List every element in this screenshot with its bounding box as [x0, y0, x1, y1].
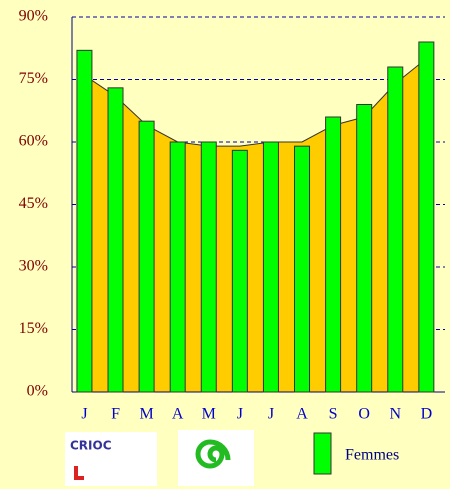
bar — [231, 149, 248, 393]
x-tick-label: O — [358, 406, 370, 423]
bar — [294, 145, 311, 393]
y-tick-label: 90% — [19, 8, 48, 25]
y-tick-label: 75% — [19, 70, 48, 87]
y-tick-label: 0% — [27, 383, 48, 400]
x-tick-label: S — [329, 406, 338, 423]
bar — [356, 104, 373, 393]
x-tick-label: A — [296, 406, 308, 423]
x-tick-label: N — [389, 406, 401, 423]
y-tick-label: 45% — [19, 195, 48, 212]
bar — [325, 116, 342, 393]
legend-swatch — [313, 432, 332, 475]
bar — [418, 41, 435, 393]
logo-spiral — [195, 439, 231, 469]
bar — [76, 49, 93, 393]
x-tick-label: D — [421, 406, 433, 423]
x-tick-label: J — [237, 406, 243, 423]
bar — [107, 87, 124, 393]
bar — [138, 120, 155, 393]
x-tick-label: M — [139, 406, 153, 423]
logo-mark — [74, 466, 84, 480]
legend-label: Femmes — [345, 447, 399, 464]
y-tick-label: 30% — [19, 258, 48, 275]
bar — [387, 66, 404, 393]
x-tick-label: J — [81, 406, 87, 423]
bar — [200, 141, 217, 393]
x-tick-label: F — [111, 406, 120, 423]
y-tick-label: 60% — [19, 133, 48, 150]
bar — [169, 141, 186, 393]
area — [83, 57, 427, 393]
y-tick-label: 15% — [19, 320, 48, 337]
x-tick-label: J — [268, 406, 274, 423]
x-tick-label: A — [172, 406, 184, 423]
eco-logo — [178, 430, 254, 486]
x-tick-label: M — [202, 406, 216, 423]
logo-text: CRIOC — [70, 439, 112, 453]
crioc-logo: CRIOC — [65, 432, 157, 486]
bar — [262, 141, 279, 393]
